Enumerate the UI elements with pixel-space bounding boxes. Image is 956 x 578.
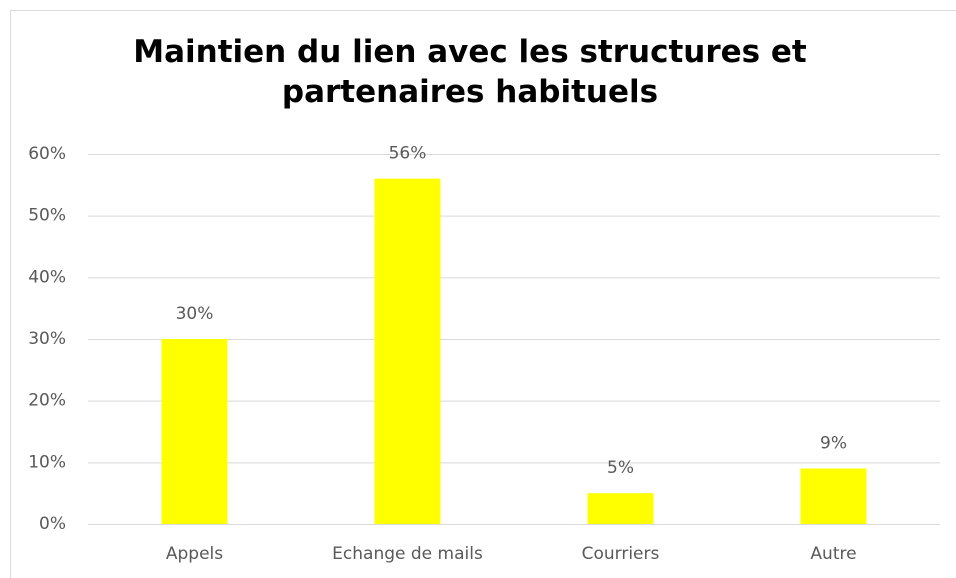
y-tick-label: 50% — [28, 206, 66, 226]
y-tick-label: 20% — [28, 391, 66, 411]
data-label: 5% — [607, 458, 634, 478]
y-tick-label: 30% — [28, 329, 66, 349]
chart-title: Maintien du lien avec les structures et … — [133, 34, 807, 110]
x-tick-label: Appels — [166, 544, 223, 564]
y-tick-label: 0% — [39, 514, 66, 534]
x-tick-label: Courriers — [582, 544, 660, 564]
bar — [800, 468, 867, 524]
y-tick-label: 10% — [28, 452, 66, 472]
y-tick-label: 40% — [28, 267, 66, 287]
data-label: 30% — [176, 304, 214, 324]
data-label: 56% — [389, 144, 427, 164]
y-tick-label: 60% — [28, 144, 66, 164]
bar — [161, 339, 228, 524]
chart-frame — [10, 10, 956, 578]
x-tick-label: Autre — [810, 544, 856, 564]
bar — [587, 493, 654, 524]
data-label: 9% — [820, 434, 847, 454]
x-tick-label: Echange de mails — [332, 544, 483, 564]
bar — [374, 178, 441, 524]
